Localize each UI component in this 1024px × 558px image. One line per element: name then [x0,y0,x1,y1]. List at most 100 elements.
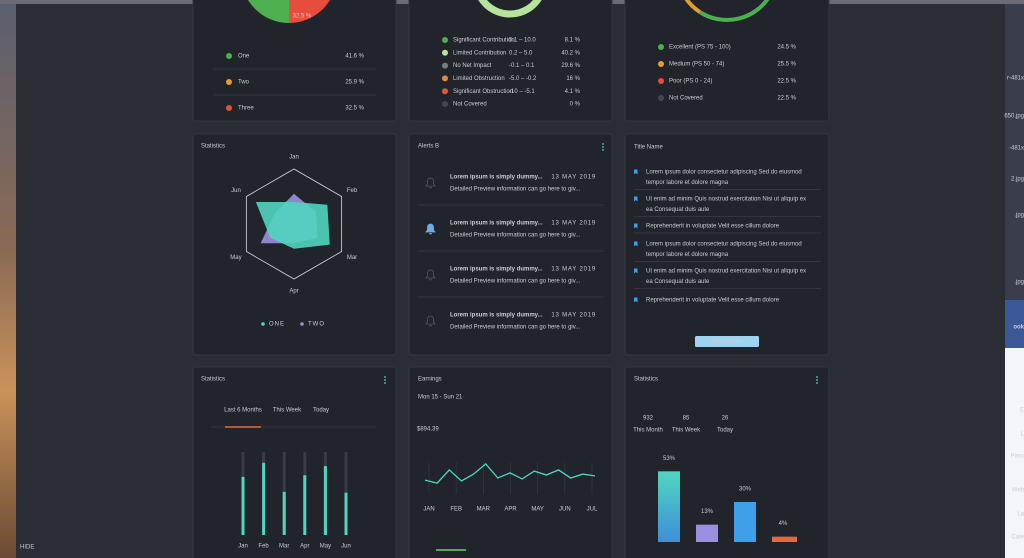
legend-dot [658,78,664,84]
legend-name: ONE [269,322,285,328]
legend-dot [226,105,232,111]
card [624,366,830,558]
stat-label: Today [717,428,733,434]
radar-frame [245,168,343,280]
menu-dot[interactable] [816,379,818,381]
legend-value: 4.1 % [565,89,581,95]
legend-range: 0.2 – 5.0 [509,50,533,56]
active-indicator [436,549,466,551]
legend-name: Three [238,106,254,112]
legend-name: Limited Contribution [453,50,506,56]
x-label: Apr [300,544,309,550]
bar-label: 4% [779,521,788,527]
legend-value: 32.5 % [345,106,364,112]
bell-icon [425,269,436,281]
legend-dot [442,88,448,95]
menu-dot[interactable] [602,143,604,145]
bar [262,462,266,535]
legend-name: One [238,54,250,60]
alert-title: Lorem ipsum is simply dummy... [450,221,543,227]
legend-value: 25.5 % [777,62,796,68]
alert-preview: Detailed Preview information can go here… [450,187,581,193]
form-label: Pass [1011,454,1024,460]
show-more-button[interactable] [695,336,759,347]
alert-date: 13 MAY 2019 [551,313,596,319]
legend-range: -0.1 – 0.1 [509,63,535,69]
legend-name: Not Covered [669,96,703,102]
x-label: JUN [559,507,571,513]
legend-range: 5.1 – 10.0 [509,38,536,44]
ring-segment [698,0,770,22]
side-form [1005,300,1024,558]
form-label: L [1021,432,1024,438]
legend-value: 29.6 % [561,63,580,69]
menu-dot[interactable] [384,379,386,381]
bar-label: 13% [701,509,714,515]
card [408,0,613,122]
donut-segment [478,0,542,18]
alert-title: Lorem ipsum is simply dummy... [450,175,543,181]
tab[interactable]: Last 6 Months [224,408,262,414]
card [192,0,397,122]
bar [241,476,245,535]
tab[interactable]: Today [313,408,329,414]
bar [282,491,286,535]
form-label: La [1017,512,1024,518]
menu-dot[interactable] [602,149,604,151]
bell-icon [425,315,436,327]
x-label: FEB [450,507,462,513]
stat-value: 932 [643,416,654,422]
bar [696,524,718,542]
menu-dot[interactable] [816,376,818,378]
hide-button: HIDE [20,545,34,551]
legend-value: 0 % [570,102,581,108]
card-title: Statistics [201,377,225,383]
slice-label: 32.5 % [293,14,312,20]
legend-name: TWO [308,322,325,328]
stat-label: This Week [672,428,701,434]
stat-value: 26 [722,416,729,422]
radar-area [255,202,330,249]
pie-slice [248,0,289,23]
x-label: JAN [423,507,434,513]
line [424,462,596,484]
legend-range: -5.0 – -0.2 [509,76,537,82]
bar-label: 53% [663,456,676,462]
legend-dot [226,79,232,85]
menu-dot[interactable] [816,382,818,384]
alert-preview: Detailed Preview information can go here… [450,279,581,285]
card [624,0,830,122]
legend-value: 24.5 % [777,45,796,51]
bar-label: 30% [739,487,752,493]
menu-dot[interactable] [384,376,386,378]
legend-name: Significant Obstruction [453,89,513,95]
menu-dot[interactable] [602,146,604,148]
tab[interactable]: This Week [273,408,302,414]
legend-name: Excellent (PS 75 - 100) [669,45,731,51]
amount: $894.39 [417,427,439,433]
list-text: Lorem ipsum dolor consectetur adipiscing… [646,242,802,248]
legend-range: -10 – -5.1 [509,89,535,95]
card [408,133,613,356]
legend-name: Not Covered [453,102,487,108]
list-text: Reprehenderit in voluptate Velit esse ci… [646,224,780,230]
x-label: Feb [258,544,269,550]
legend-value: 8.1 % [565,38,581,44]
axis-label: Apr [289,289,298,295]
pie-slice [289,0,330,23]
x-label: MAR [477,507,491,513]
list-text: Lorem ipsum dolor consectetur adipiscing… [646,170,802,176]
bar [772,536,797,542]
alert-title: Lorem ipsum is simply dummy... [450,313,543,319]
menu-dot[interactable] [384,382,386,384]
show-more-label: Show More [712,339,743,345]
side-form-header [1005,300,1024,348]
desktop-right [1005,0,1024,300]
legend-value: 40.2 % [561,50,580,56]
bar [303,475,307,535]
form-label: ook [1013,325,1024,331]
list-text: Reprehenderit in voluptate Velit esse ci… [646,298,780,304]
legend-dot [658,95,664,101]
ring-segment [684,0,701,14]
list-text: Ut enim ad minim Quis nostrud exercitati… [646,197,806,203]
